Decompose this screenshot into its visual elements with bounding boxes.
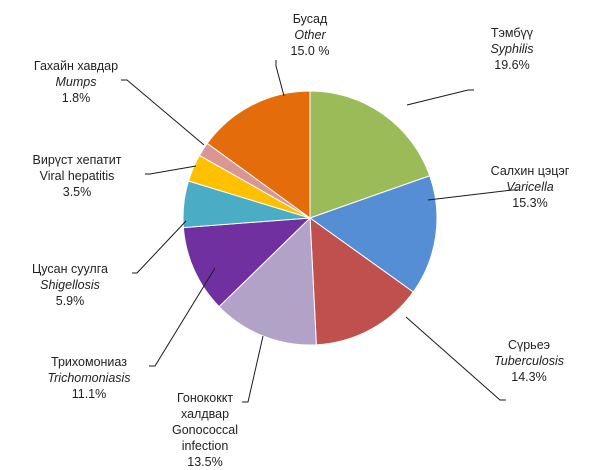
slice-label-percent: 19.6%	[494, 58, 529, 72]
leader-line-2	[427, 189, 518, 201]
pie-slice-2	[308, 175, 438, 293]
slice-label-5: Трихомониаз Trichomoniasis 11.1%	[47, 355, 130, 401]
slice-label-name: Цусан суулга	[32, 262, 108, 276]
slice-label-2: Салхин цэцэг Varicella 15.3%	[491, 164, 570, 210]
slice-label-name: халдвар	[181, 407, 229, 421]
slice-label-name: Гахайн хавдар	[34, 59, 118, 73]
slice-label-3: Сүрьеэ Tuberculosis 14.3%	[494, 338, 564, 384]
slice-labels: Тэмбүү Syphilis 19.6% Салхин цэцэг Varicella…	[32, 12, 570, 469]
leader-lines	[121, 60, 518, 403]
slice-label-8: Гахайн хавдар Mumps 1.8%	[34, 59, 118, 105]
leader-line-3	[405, 316, 506, 401]
slice-label-latin-name: Tuberculosis	[494, 354, 564, 368]
slice-label-percent: 5.9%	[56, 294, 85, 308]
pie-slice-3	[309, 216, 414, 346]
slice-label-4: Гонококкт халдвар Gonococcal infection 13.5%	[172, 391, 238, 469]
pie-slice-5	[182, 217, 312, 308]
leader-line-5	[149, 267, 216, 367]
slice-label-percent: 15.0 %	[291, 44, 330, 58]
slice-label-9: Бусад Other 15.0 %	[291, 12, 330, 58]
slice-label-name: Тэмбүү	[491, 26, 534, 40]
slice-label-name: infection	[182, 439, 229, 453]
slice-label-percent: 15.3%	[512, 196, 547, 210]
slice-label-name: Сүрьеэ	[508, 338, 550, 352]
slice-label-1: Тэмбүү Syphilis 19.6%	[490, 26, 533, 72]
slice-label-name: Салхин цэцэг	[491, 164, 570, 178]
leader-line-6	[132, 220, 187, 274]
slice-label-percent: 1.8%	[62, 91, 91, 105]
slice-label-percent: 3.5%	[63, 185, 92, 199]
slice-label-latin-name: Mumps	[56, 75, 97, 89]
pie-slice-9	[206, 90, 311, 219]
slice-label-percent: 11.1%	[72, 387, 107, 401]
leader-line-4	[242, 335, 264, 403]
leader-line-1	[406, 89, 474, 106]
slice-label-latin-name: Syphilis	[490, 42, 533, 56]
pie-slices	[182, 90, 438, 346]
slice-label-name: Гонококкт	[177, 391, 233, 405]
slice-label-6: Цусан суулга Shigellosis 5.9%	[32, 262, 108, 308]
leader-line-8	[121, 79, 205, 146]
pie-slice-4	[218, 216, 317, 346]
slice-label-latin-name: Varicella	[506, 180, 554, 194]
slice-label-percent: 14.3%	[511, 370, 546, 384]
slice-label-name: Вирүст хепатит	[33, 153, 122, 167]
leader-line-9	[275, 60, 285, 97]
slice-label-name: Viral hepatitis	[40, 169, 115, 183]
leader-line-7	[145, 165, 197, 175]
slice-label-name: Трихомониаз	[51, 355, 127, 369]
slice-label-latin-name: Shigellosis	[40, 278, 100, 292]
slice-label-name: Бусад	[293, 12, 328, 26]
slice-label-7: Вирүст хепатит Viral hepatitis 3.5%	[33, 153, 122, 199]
slice-label-latin-name: Other	[294, 28, 326, 42]
slice-label-latin-name: Trichomoniasis	[47, 371, 130, 385]
slice-label-percent: 13.5%	[187, 455, 222, 469]
slice-label-name: Gonococcal	[172, 423, 238, 437]
